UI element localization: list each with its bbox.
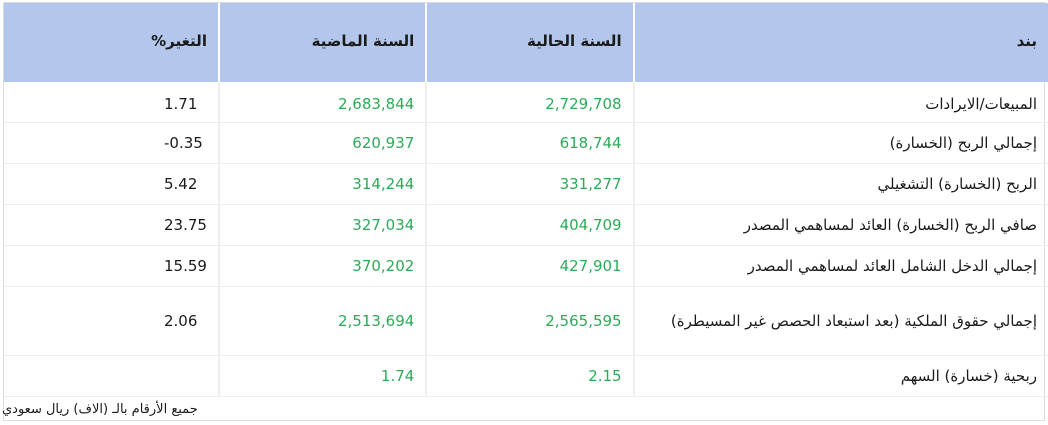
row-current: 2,565,595 [425, 287, 633, 356]
row-last: 314,244 [217, 164, 426, 205]
row-current: 404,709 [425, 205, 633, 246]
row-change-value: 15.59 [164, 257, 207, 275]
table-row: إجمالي الربح (الخسارة) 618,744 620,937 -… [4, 123, 1048, 164]
row-item: صافي الربح (الخسارة) العائد لمساهمي المص… [632, 205, 1048, 246]
row-last: 2,683,844 [217, 82, 426, 123]
row-item: الربح (الخسارة) التشغيلي [632, 164, 1048, 205]
row-last: 2,513,694 [217, 287, 426, 356]
row-change [4, 356, 218, 397]
row-last: 327,034 [217, 205, 426, 246]
row-change: 5.42 [4, 164, 218, 205]
table-row: صافي الربح (الخسارة) العائد لمساهمي المص… [4, 205, 1048, 246]
header-change: التغير% [4, 3, 218, 82]
units-footnote: جميع الأرقام بالـ (الاف) ريال سعودي [2, 402, 198, 417]
row-change-value: -0.35 [164, 134, 203, 152]
row-last: 370,202 [217, 246, 426, 287]
table-header-row: بند السنة الحالية السنة الماضية التغير% [4, 3, 1048, 82]
row-current: 2.15 [425, 356, 633, 397]
header-last-year: السنة الماضية [217, 3, 426, 82]
row-change: 15.59 [4, 246, 218, 287]
row-item: إجمالي الدخل الشامل العائد لمساهمي المصد… [632, 246, 1048, 287]
financial-summary-table-container: بند السنة الحالية السنة الماضية التغير% … [3, 2, 1048, 421]
row-change: 23.75 [4, 205, 218, 246]
row-current: 331,277 [425, 164, 633, 205]
row-change-value: 2.06 [164, 312, 198, 330]
row-current: 427,901 [425, 246, 633, 287]
row-item: إجمالي حقوق الملكية (بعد استبعاد الحصص غ… [632, 287, 1048, 356]
row-item: المبيعات/الايرادات [632, 82, 1048, 123]
row-change-value: 5.42 [164, 175, 198, 193]
row-last: 620,937 [217, 123, 426, 164]
row-change-value: 23.75 [164, 216, 207, 234]
row-change: -0.35 [4, 123, 218, 164]
header-item: بند [632, 3, 1048, 82]
row-item: إجمالي الربح (الخسارة) [632, 123, 1048, 164]
table-row: الربح (الخسارة) التشغيلي 331,277 314,244… [4, 164, 1048, 205]
row-current: 2,729,708 [425, 82, 633, 123]
row-change: 1.71 [4, 82, 218, 123]
table-row: ربحية (خسارة) السهم 2.15 1.74 [4, 356, 1048, 397]
table-row: المبيعات/الايرادات 2,729,708 2,683,844 1… [4, 82, 1048, 123]
financial-summary-table: بند السنة الحالية السنة الماضية التغير% … [4, 3, 1048, 397]
table-row: إجمالي الدخل الشامل العائد لمساهمي المصد… [4, 246, 1048, 287]
table-row: إجمالي حقوق الملكية (بعد استبعاد الحصص غ… [4, 287, 1048, 356]
row-change-value: 1.71 [164, 94, 198, 113]
header-current-year: السنة الحالية [425, 3, 633, 82]
row-change: 2.06 [4, 287, 218, 356]
row-current: 618,744 [425, 123, 633, 164]
row-last: 1.74 [217, 356, 426, 397]
row-item: ربحية (خسارة) السهم [632, 356, 1048, 397]
